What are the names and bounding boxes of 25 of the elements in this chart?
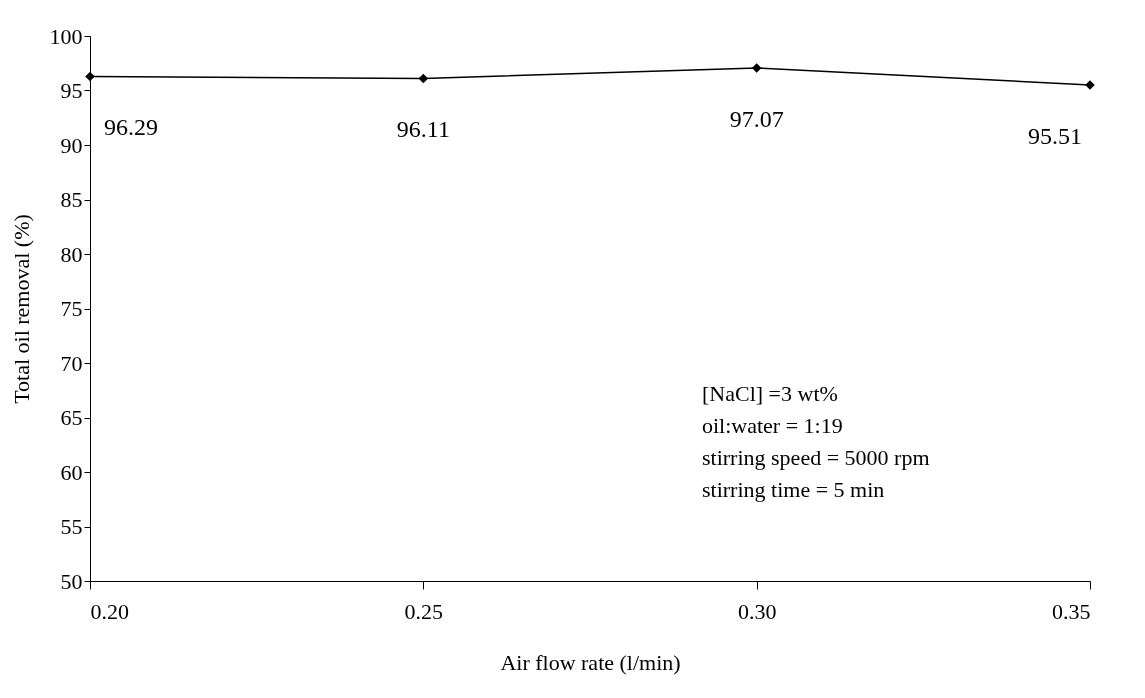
annotation: stirring time = 5 min — [702, 477, 885, 502]
x-tick-label: 0.35 — [1052, 598, 1091, 624]
x-tick-label: 0.25 — [404, 598, 444, 624]
y-tick-label: 95 — [60, 78, 83, 103]
y-tick-label: 60 — [60, 459, 83, 485]
data-label: 95.51 — [1028, 122, 1082, 149]
y-tick-label: 55 — [60, 514, 83, 539]
data-label: 96.11 — [396, 116, 450, 143]
annotation: [NaCl] =3 wt% — [702, 381, 838, 406]
y-tick-label: 80 — [60, 241, 83, 267]
y-tick-label: 75 — [60, 296, 83, 321]
y-tick-label: 90 — [60, 132, 83, 158]
data-label: 96.29 — [104, 114, 158, 141]
annotation: stirring speed = 5000 rpm — [702, 445, 930, 470]
y-tick-label: 50 — [60, 568, 83, 594]
data-label: 97.07 — [729, 105, 784, 132]
x-tick-label: 0.30 — [737, 598, 777, 624]
x-tick-label: 0.20 — [90, 598, 129, 624]
y-axis-title: Total oil removal (%) — [8, 214, 34, 404]
y-tick-label: 100 — [49, 23, 83, 49]
y-tick-label: 85 — [60, 187, 83, 212]
annotation: oil:water = 1:19 — [702, 413, 843, 438]
x-axis-title: Air flow rate (l/min) — [500, 649, 681, 675]
y-tick-label: 70 — [60, 350, 83, 376]
y-tick-label: 65 — [60, 405, 83, 430]
